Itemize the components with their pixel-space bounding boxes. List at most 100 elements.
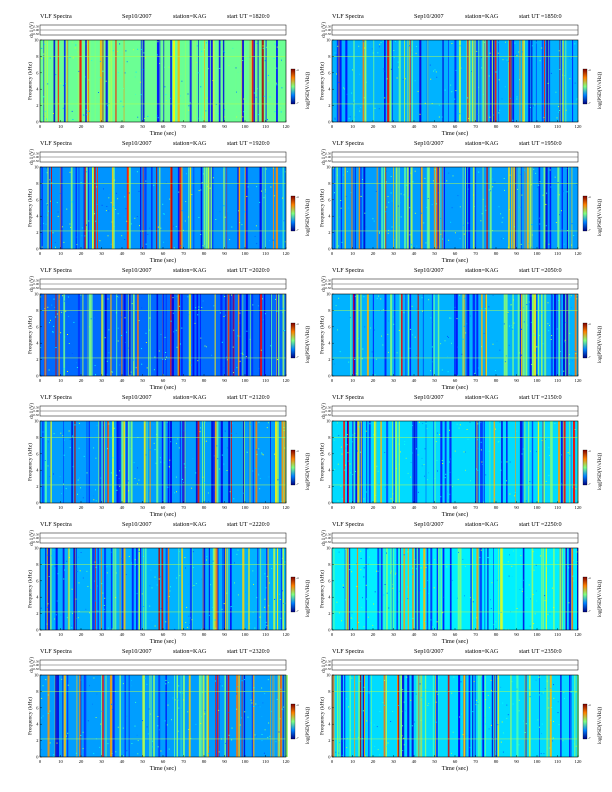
spectrogram-speckle [516,608,518,609]
spectrogram-speckle [508,575,510,577]
spectrogram-speckle [442,463,444,464]
spectrogram-speckle [556,294,557,295]
spectrogram-speckle [411,305,413,307]
spectrogram-speckle [552,737,554,739]
x-tick-label: 30 [99,759,104,764]
colorbar-label: log(PSD(V/√Hz)) [596,199,603,236]
spectrogram-speckle [104,597,106,599]
spectrogram-speckle [113,462,114,464]
spectrogram-speckle [365,430,367,432]
spectrogram-speckle [47,465,49,467]
spectrogram-speckle [421,457,423,459]
spectrogram-speckle [340,446,342,448]
sferic-streak [349,675,351,757]
spectrogram-speckle [47,603,49,605]
spectrogram-speckle [570,307,572,309]
spectrogram-speckle [86,114,88,116]
spectrogram-speckle [403,194,405,196]
spectrogram-speckle [338,435,340,437]
spectrogram-speckle [206,559,207,561]
spectrogram-speckle [81,227,83,229]
sferic-streak [270,675,271,757]
spectrogram-speckle [261,716,263,717]
y-tick-label: 0 [36,374,39,379]
sferic-streak [208,548,210,630]
spectrogram-speckle [76,362,78,364]
spectrogram-speckle [531,364,533,365]
spectrogram-speckle [485,723,487,725]
x-tick-label: 60 [453,378,458,383]
spectrogram-speckle [414,721,415,723]
spectrogram-speckle [502,217,504,219]
spectrogram-speckle [244,591,246,593]
sferic-streak [412,548,414,630]
spectrogram-speckle [568,312,570,314]
spectrogram-speckle [64,439,65,441]
sferic-streak [146,40,148,122]
y-axis-label: Frequency (kHz) [320,62,326,100]
spectrogram-speckle [538,676,540,678]
sferic-streak [161,421,164,503]
sferic-streak [558,294,561,376]
spectrogram-speckle [115,209,117,210]
spectrogram-speckle [561,228,563,230]
spectrogram-speckle [111,753,113,754]
spectrogram-speckle [106,566,108,568]
spectrogram-speckle [410,243,412,245]
sferic-streak [238,675,240,757]
y-tick-label: 4 [328,214,331,219]
spectrogram-speckle [49,322,50,324]
spectrogram-speckle [140,94,142,96]
sferic-streak [485,294,487,376]
spectrogram-speckle [162,358,164,360]
channel-tick-label: -0.50 [324,540,331,544]
spectrogram-speckle [448,461,450,463]
spectrogram-speckle [256,119,258,121]
spectrogram-speckle [332,358,334,360]
spectrogram-speckle [555,199,557,201]
y-tick-label: 6 [36,451,39,456]
sferic-streak [408,40,410,122]
spectrogram-speckle [242,60,244,61]
sferic-streak [483,40,485,122]
spectrogram-speckle [65,488,67,490]
spectrogram-speckle [452,486,453,488]
sferic-streak [88,294,91,376]
spectrogram-speckle [164,336,166,338]
spectrogram-speckle [237,686,239,688]
sferic-streak [413,421,416,503]
x-axis-label: Time (sec) [442,765,468,772]
spectrogram-speckle [232,47,234,49]
spectrogram-panel-12: VLF Spectra Sep10/2007 station=KAG start UT… [320,647,612,774]
spectrogram-speckle [41,717,42,719]
sferic-streak [140,548,142,630]
spectrogram-speckle [430,370,431,372]
spectrogram-speckle [167,704,169,706]
spectrogram-speckle [181,327,183,329]
sferic-streak [95,548,96,630]
spectrogram-streaks [332,675,579,757]
chart-title: VLF Spectra [332,13,364,20]
sferic-streak [259,294,261,376]
spectrogram-speckle [397,205,399,207]
spectrogram-speckle [131,303,133,305]
spectrogram-speckle [86,570,88,572]
sferic-streak [163,40,165,122]
spectrogram-speckle [382,40,384,42]
spectrogram-speckle [569,455,571,457]
sferic-streak [542,548,544,630]
sferic-streak [566,167,568,249]
spectrogram-speckle [162,692,164,694]
sferic-streak [493,421,496,503]
spectrogram-speckle [189,617,191,619]
spectrogram-speckle [504,86,506,88]
spectrogram-speckle [541,47,543,49]
sferic-streak [75,167,77,249]
sferic-streak [411,40,413,122]
sferic-streak [360,294,362,376]
spectrogram-speckle [547,323,549,325]
sferic-streak [565,40,567,122]
spectrogram-speckle [398,705,400,706]
spectrogram-speckle [576,551,578,553]
sferic-streak [472,294,474,376]
